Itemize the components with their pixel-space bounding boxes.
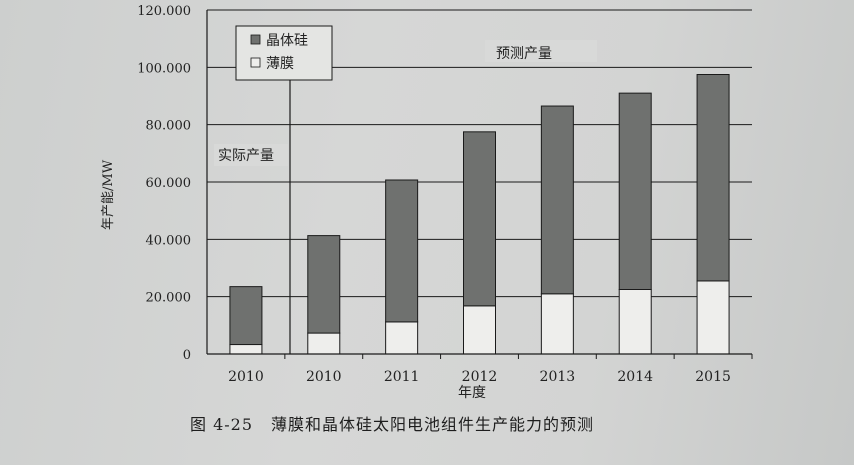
bar-thin-film [540,293,574,355]
actual-label: 实际产量 [218,148,274,164]
legend: 晶体硅 薄膜 [235,25,333,81]
legend-label-crystalline: 晶体硅 [266,33,308,49]
figure-number: 图 4-25 [190,415,254,434]
y-tick-label: 0 [183,348,191,363]
y-tick-label: 120.000 [137,4,191,19]
x-tick-label: 2015 [695,369,731,385]
figure-caption: 图 4-25 薄膜和晶体硅太阳电池组件生产能力的预测 [190,411,594,435]
bar-crystalline [618,92,652,290]
bar-thin-film [463,305,496,355]
bar-thin-film [229,344,263,355]
forecast-label: 预测产量 [496,46,552,62]
bar-crystalline [229,286,263,346]
bar-crystalline [385,179,419,323]
x-tick-label: 2011 [384,369,420,385]
y-tick-label: 40.000 [146,233,192,248]
axis-layer: 0 20.000 40.000 60.000 80.000 100.000 120.000 2… [137,4,753,385]
bar-crystalline [307,235,341,334]
bar-crystalline [696,74,730,282]
actual-label-bg [214,144,288,166]
y-tick-label: 80.000 [146,119,192,134]
figure-title: 薄膜和晶体硅太阳电池组件生产能力的预测 [271,415,595,434]
bar-crystalline [540,105,574,295]
stacked-bar-chart: 0 20.000 40.000 60.000 80.000 100.000 120.000 2… [101,4,753,401]
legend-box [235,25,333,81]
x-tick-label: 2014 [617,369,653,385]
x-tick-label: 2013 [540,369,576,385]
legend-swatch-thin-film [250,57,261,68]
x-tick-label: 2010 [306,369,342,385]
x-axis-title: 年度 [458,385,486,401]
legend-label-thin-film: 薄膜 [266,56,294,72]
bar-thin-film [618,289,652,355]
y-tick-label: 100.000 [137,61,191,76]
bar-thin-film [385,321,419,355]
y-tick-label: 20.000 [146,291,192,306]
forecast-label-bg [485,40,597,62]
y-tick-label: 60.000 [146,176,192,191]
bar-thin-film [696,280,730,355]
y-axis-title: 年产能/MW [101,159,116,230]
bars-layer [229,74,730,355]
legend-swatch-crystalline [250,34,261,45]
x-tick-label: 2010 [228,369,264,385]
x-tick-label: 2012 [462,369,498,385]
bar-thin-film [307,332,341,355]
bar-crystalline [463,131,496,307]
